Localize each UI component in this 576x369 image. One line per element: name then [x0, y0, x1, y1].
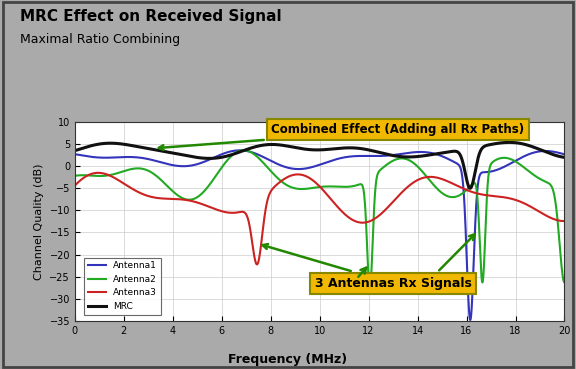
Text: Frequency (MHz): Frequency (MHz)	[229, 353, 347, 366]
Antenna1	[467, 318, 473, 322]
Antenna1	[297, 167, 304, 171]
Text: 3 Antennas Rx Signals: 3 Antennas Rx Signals	[263, 244, 472, 290]
MRC	[561, 155, 568, 160]
Antenna2	[96, 174, 103, 178]
MRC	[547, 152, 554, 156]
Antenna1	[547, 149, 554, 154]
Antenna1	[96, 155, 103, 160]
Antenna1	[457, 166, 464, 171]
Legend: Antenna1, Antenna2, Antenna3, MRC: Antenna1, Antenna2, Antenna3, MRC	[84, 258, 161, 314]
Antenna3	[97, 171, 104, 175]
Antenna2	[457, 192, 464, 197]
MRC	[309, 148, 316, 152]
MRC	[96, 142, 103, 146]
Antenna2	[297, 187, 304, 191]
Antenna3	[71, 183, 78, 188]
Antenna2	[366, 287, 373, 291]
Antenna3	[253, 262, 260, 267]
Antenna1	[236, 148, 243, 152]
Antenna3	[310, 179, 317, 183]
Antenna2	[547, 183, 554, 187]
Antenna2	[240, 148, 247, 152]
Text: MRC Effect on Received Signal: MRC Effect on Received Signal	[20, 9, 282, 24]
Y-axis label: Channel Quality (dB): Channel Quality (dB)	[34, 163, 44, 280]
Antenna2	[310, 186, 317, 190]
Line: MRC: MRC	[75, 142, 564, 188]
Line: Antenna1: Antenna1	[75, 150, 564, 320]
Antenna1	[71, 152, 78, 156]
Text: Maximal Ratio Combining: Maximal Ratio Combining	[20, 33, 180, 46]
MRC	[457, 153, 464, 158]
Antenna3	[457, 185, 464, 190]
Antenna2	[71, 174, 78, 178]
Text: Combined Effect (Adding all Rx Paths): Combined Effect (Adding all Rx Paths)	[159, 123, 525, 150]
Antenna1	[310, 165, 317, 169]
MRC	[547, 152, 554, 156]
MRC	[506, 140, 513, 145]
Antenna2	[561, 280, 568, 285]
Antenna3	[547, 215, 554, 220]
Antenna3	[94, 170, 101, 175]
Line: Antenna3: Antenna3	[75, 173, 564, 265]
MRC	[467, 186, 473, 190]
MRC	[71, 148, 78, 153]
Antenna1	[547, 149, 554, 154]
Line: Antenna2: Antenna2	[75, 150, 564, 289]
Antenna2	[547, 183, 554, 187]
Antenna3	[547, 215, 554, 220]
Antenna3	[561, 219, 568, 223]
Antenna3	[297, 172, 304, 177]
Antenna1	[561, 152, 568, 156]
MRC	[297, 146, 304, 151]
